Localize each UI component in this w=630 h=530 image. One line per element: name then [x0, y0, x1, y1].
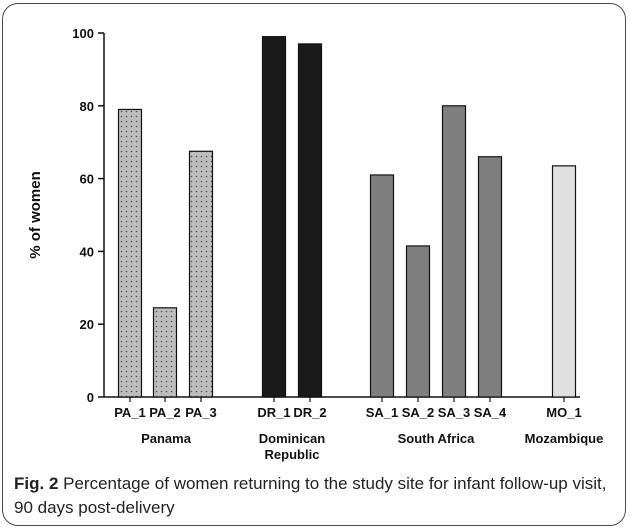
bars — [117, 36, 577, 398]
bar-dr-2 — [297, 43, 323, 398]
bar-sa-4 — [477, 156, 503, 398]
bar-dr-1 — [261, 36, 287, 398]
figure-label: Fig. 2 — [14, 474, 59, 493]
caption-text: Percentage of women returning to the stu… — [14, 474, 607, 517]
x-tick-label: SA_4 — [474, 405, 507, 420]
y-tick-label: 20 — [80, 317, 94, 332]
group-label: South Africa — [398, 431, 476, 446]
x-axis-labels: PA_1 PA_2 PA_3 DR_1 DR_2 SA_1 SA_2 SA_3 SA_4 MO_1 — [114, 397, 582, 420]
y-axis-title: % of women — [27, 171, 44, 259]
bar-mo-1 — [551, 165, 577, 398]
x-tick-label: SA_2 — [402, 405, 435, 420]
bar-pa-2 — [152, 307, 178, 398]
group-label: Panama — [141, 431, 192, 446]
bar-sa-2 — [405, 245, 431, 398]
y-tick-label: 40 — [80, 244, 94, 259]
y-axis: 0 20 40 60 80 100 — [72, 26, 580, 405]
figure-caption: Fig. 2 Percentage of women returning to … — [14, 472, 614, 520]
group-label: Republic — [265, 447, 320, 462]
x-tick-label: PA_2 — [149, 405, 181, 420]
bar-pa-3 — [188, 150, 214, 398]
x-tick-label: DR_1 — [257, 405, 290, 420]
bar-sa-1 — [369, 174, 395, 398]
bar-pa-1 — [117, 108, 143, 398]
x-tick-label: MO_1 — [546, 405, 581, 420]
y-tick-label: 0 — [87, 390, 94, 405]
group-label: Mozambique — [525, 431, 604, 446]
x-tick-label: PA_3 — [185, 405, 217, 420]
group-label: Dominican — [259, 431, 326, 446]
y-tick-label: 80 — [80, 99, 94, 114]
x-tick-label: SA_1 — [366, 405, 399, 420]
y-tick-label: 100 — [72, 26, 94, 41]
x-tick-label: DR_2 — [293, 405, 326, 420]
x-tick-label: SA_3 — [438, 405, 471, 420]
x-tick-label: PA_1 — [114, 405, 146, 420]
y-tick-label: 60 — [80, 172, 94, 187]
bar-sa-3 — [441, 105, 467, 398]
